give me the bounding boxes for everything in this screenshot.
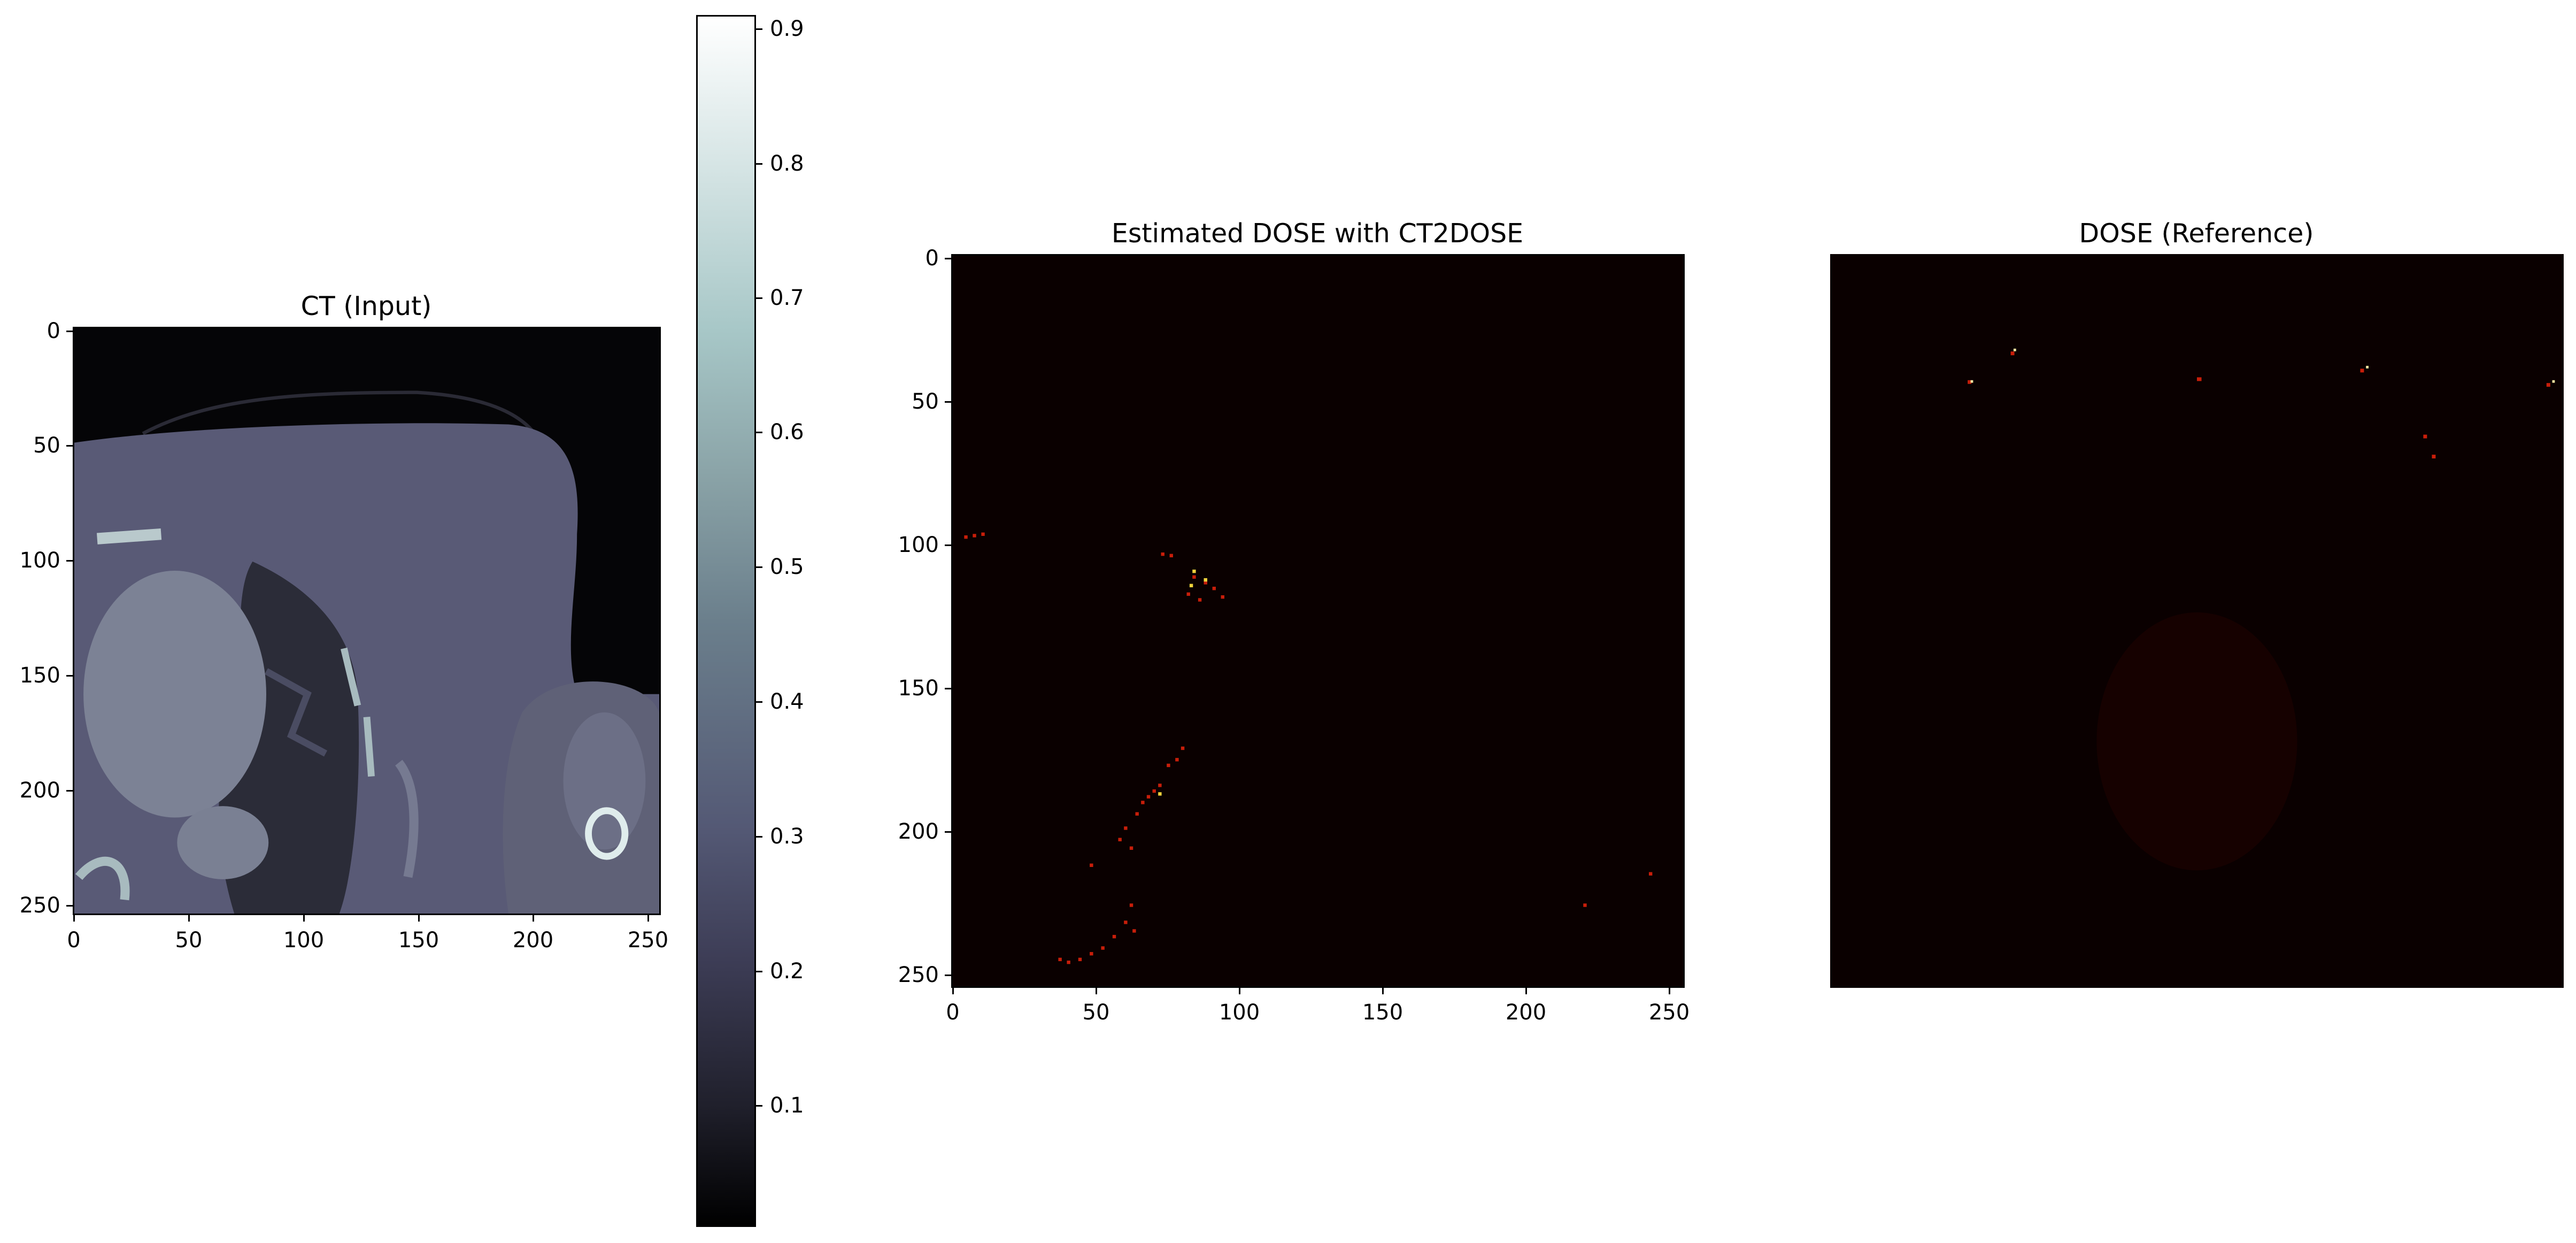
ct-image [73,327,661,915]
ct-ytick-mark [66,790,73,792]
estimated-ytick-label: 200 [898,819,939,844]
estimated-xtick-mark [1525,988,1527,994]
ct-ytick-mark [66,445,73,447]
estimated-ytick-mark [945,831,951,833]
colorbar-tick-label: 0.4 [770,689,804,714]
ct-xtick-label: 150 [398,928,439,953]
colorbar-tick-mark [756,566,762,568]
ct-panel-title: CT (Input) [300,291,432,321]
ct-xtick-mark [73,915,75,922]
ct-xtick-mark [303,915,305,922]
estimated-ytick-label: 0 [925,246,939,271]
ct-ytick-mark [66,675,73,677]
ct-ytick-label: 250 [19,893,60,918]
estimated-xtick-label: 200 [1505,1000,1547,1025]
estimated-xtick-label: 150 [1362,1000,1403,1025]
estimated-xtick-mark [1239,988,1240,994]
estimated-xtick-mark [1669,988,1670,994]
ct-ytick-label: 0 [47,319,60,343]
colorbar-tick-label: 0.8 [770,151,804,176]
estimated-ytick-mark [945,975,951,976]
estimated-xtick-mark [1382,988,1384,994]
colorbar-tick-mark [756,297,762,299]
ct-ytick-mark [66,560,73,562]
estimated-ytick-label: 150 [898,676,939,701]
estimated-ytick-mark [945,688,951,689]
ct-xtick-label: 250 [627,928,669,953]
estimated-xtick-label: 250 [1648,1000,1690,1025]
estimated-xtick-mark [1096,988,1097,994]
colorbar-tick-mark [756,701,762,703]
estimated-ytick-label: 100 [898,533,939,557]
ct-xtick-label: 0 [67,928,81,953]
estimated-ytick-label: 50 [912,389,939,414]
reference-panel-title: DOSE (Reference) [2079,218,2314,249]
colorbar-tick-mark [756,432,762,433]
ct-ytick-mark [66,331,73,332]
ct-ytick-label: 150 [19,663,60,688]
colorbar-tick-label: 0.5 [770,555,804,579]
colorbar-tick-label: 0.2 [770,959,804,984]
ct-ytick-label: 50 [33,433,60,458]
colorbar-tick-mark [756,163,762,165]
estimated-xtick-mark [952,988,954,994]
estimated-ytick-mark [945,258,951,259]
colorbar-tick-label: 0.3 [770,824,804,849]
ct-xtick-mark [188,915,190,922]
estimated-panel-title: Estimated DOSE with CT2DOSE [1111,218,1524,249]
colorbar [696,15,756,1227]
ct-xtick-label: 100 [283,928,325,953]
estimated-ytick-mark [945,544,951,546]
ct-xtick-label: 50 [175,928,203,953]
estimated-dose-image [951,254,1685,988]
colorbar-tick-label: 0.1 [770,1093,804,1118]
estimated-ytick-mark [945,401,951,403]
colorbar-tick-mark [756,836,762,838]
ct-ytick-mark [66,905,73,907]
ct-xtick-mark [533,915,534,922]
estimated-xtick-label: 50 [1082,1000,1110,1025]
colorbar-tick-mark [756,971,762,972]
ct-ytick-label: 200 [19,778,60,803]
colorbar-tick-mark [756,28,762,30]
ct-xtick-mark [647,915,649,922]
ct-xtick-mark [418,915,420,922]
estimated-ytick-label: 250 [898,963,939,987]
estimated-xtick-label: 100 [1218,1000,1260,1025]
ct-ytick-label: 100 [19,548,60,573]
colorbar-tick-mark [756,1105,762,1107]
ct-xtick-label: 200 [512,928,554,953]
colorbar-tick-label: 0.7 [770,286,804,310]
reference-dose-image [1830,254,2564,988]
estimated-xtick-label: 0 [946,1000,960,1025]
colorbar-tick-label: 0.9 [770,17,804,41]
colorbar-tick-label: 0.6 [770,420,804,444]
